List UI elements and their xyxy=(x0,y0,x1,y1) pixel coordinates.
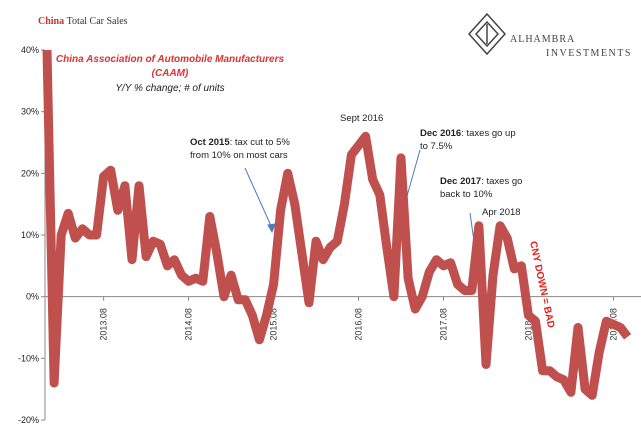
annotation: back to 10% xyxy=(440,189,493,200)
x-tick-label: 2017.08 xyxy=(438,308,448,341)
annotation-text: to 7.5% xyxy=(420,141,453,152)
y-tick-label: -20% xyxy=(18,415,39,425)
x-tick-label: 2016.08 xyxy=(354,308,364,341)
y-tick-label: 10% xyxy=(21,230,39,240)
annotation-text: back to 10% xyxy=(440,189,493,200)
annotation: Oct 2015: tax cut to 5% xyxy=(190,137,290,148)
x-tick-label: 2015.08 xyxy=(269,308,279,341)
y-tick-label: -10% xyxy=(18,353,39,363)
logo-name: ALHAMBRA xyxy=(510,34,575,45)
chart-title: China Total Car Sales xyxy=(38,16,128,27)
x-tick-label: 2013.08 xyxy=(99,308,109,341)
annotation-text: Apr 2018 xyxy=(482,207,521,218)
title-rest: Total Car Sales xyxy=(67,16,128,27)
annotation: Sept 2016 xyxy=(340,113,383,124)
series-line xyxy=(42,49,632,400)
annotation: from 10% on most cars xyxy=(190,150,288,161)
x-tick-label: 2018.08 xyxy=(523,308,533,341)
note: Y/Y % change; # of units xyxy=(115,83,224,94)
x-tick-label: 2014.08 xyxy=(184,308,194,341)
annotation-text: : tax cut to 5% xyxy=(230,137,291,148)
subtitle: China Association of Automobile Manufact… xyxy=(56,54,285,65)
annotation: Apr 2018 xyxy=(482,207,521,218)
annotation-bold: Dec 2016 xyxy=(420,128,461,139)
title-highlight: China xyxy=(38,16,64,27)
y-tick-label: 0% xyxy=(26,292,39,302)
annotation-text: Sept 2016 xyxy=(340,113,383,124)
annotation: to 7.5% xyxy=(420,141,453,152)
y-tick-label: 30% xyxy=(21,107,39,117)
annotation-bold: Oct 2015 xyxy=(190,137,230,148)
annotation-text: : taxes go up xyxy=(461,128,515,139)
logo-mark xyxy=(467,12,507,56)
annotation-text: : taxes go xyxy=(481,176,522,187)
y-tick-label: 20% xyxy=(21,168,39,178)
annotation: Dec 2016: taxes go up xyxy=(420,128,516,139)
annotation: Dec 2017: taxes go xyxy=(440,176,522,187)
logo-tagline: INVESTMENTS xyxy=(546,48,632,59)
annotation-bold: Dec 2017 xyxy=(440,176,481,187)
annotation-text: from 10% on most cars xyxy=(190,150,288,161)
y-tick-label: 40% xyxy=(21,45,39,55)
subtitle: (CAAM) xyxy=(152,68,189,79)
